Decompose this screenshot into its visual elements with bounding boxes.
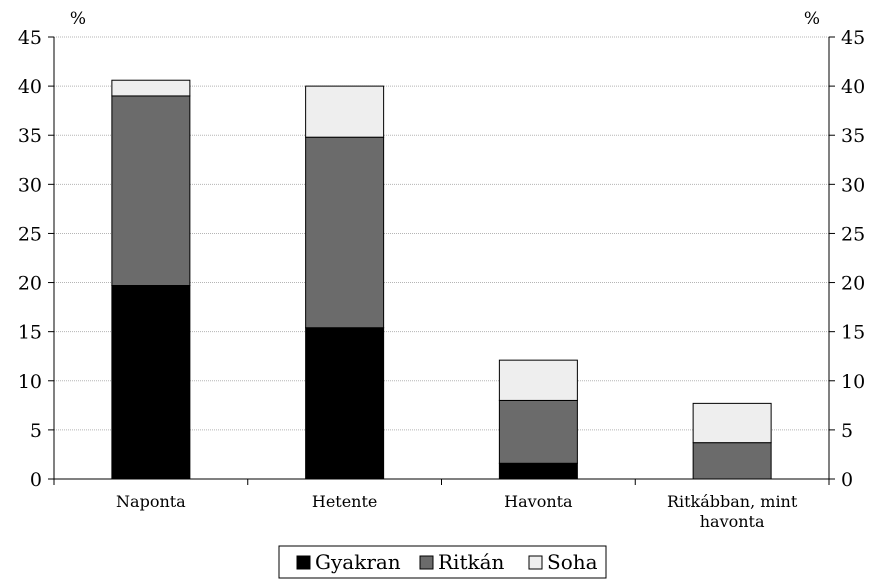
bar-segment (305, 85, 385, 138)
y-tick-label-right: 5 (841, 420, 853, 442)
y-tick-label-left: 5 (30, 420, 42, 442)
x-category-label: Havonta (504, 492, 573, 511)
y-tick-label-right: 20 (841, 273, 865, 295)
y-tick-label-left: 15 (18, 322, 42, 344)
x-category-label: Naponta (116, 492, 186, 511)
bar-segment (305, 327, 385, 480)
legend-box (278, 545, 607, 579)
legend-label: Gyakran (315, 550, 401, 574)
y-tick-label-right: 35 (841, 125, 865, 147)
y-tick-label-right: 25 (841, 223, 865, 245)
bar-segment (305, 136, 385, 329)
bar-segment (692, 402, 772, 444)
y-tick-label-left: 35 (18, 125, 42, 147)
y-tick-label-left: 20 (18, 273, 42, 295)
legend-label: Ritkán (438, 550, 505, 574)
bars (111, 79, 772, 480)
x-category-label: Ritkábban, mint havonta (667, 492, 798, 531)
y-tick-label-right: 30 (841, 174, 865, 196)
bar-segment (111, 285, 191, 480)
y-tick-label-left: 0 (30, 469, 42, 491)
legend: Gyakran Ritkán Soha (278, 545, 607, 579)
bar-segment (498, 399, 578, 464)
y-tick-label-right: 10 (841, 371, 865, 393)
legend-swatch (528, 555, 543, 570)
y-tick-label-left: 10 (18, 371, 42, 393)
y-tick-label-right: 45 (841, 27, 865, 49)
y-tick-label-right: 15 (841, 322, 865, 344)
y-unit-label-right: % (804, 9, 820, 29)
bar-segment (692, 442, 772, 480)
y-tick-label-left: 25 (18, 223, 42, 245)
bar-segment (498, 462, 578, 480)
bar-segment (111, 95, 191, 287)
y-unit-label-left: % (70, 9, 86, 29)
axes (48, 36, 835, 485)
y-tick-label-left: 30 (18, 174, 42, 196)
y-tick-label-right: 0 (841, 469, 853, 491)
y-tick-labels: 0 0 5 5 10 10 15 15 20 20 25 25 30 30 35 35 40 40 45 45%% (18, 9, 865, 491)
bar-segment (498, 359, 578, 401)
y-tick-label-left: 45 (18, 27, 42, 49)
legend-swatch (296, 555, 311, 570)
x-category-labels: Naponta Hetente Havonta Ritkábban, mint havo… (116, 492, 798, 531)
y-tick-label-left: 40 (18, 76, 42, 98)
legend-label: Soha (547, 550, 598, 574)
x-category-label: Hetente (312, 492, 378, 511)
bar-segment (111, 79, 191, 97)
y-tick-label-right: 40 (841, 76, 865, 98)
legend-swatch (419, 555, 434, 570)
